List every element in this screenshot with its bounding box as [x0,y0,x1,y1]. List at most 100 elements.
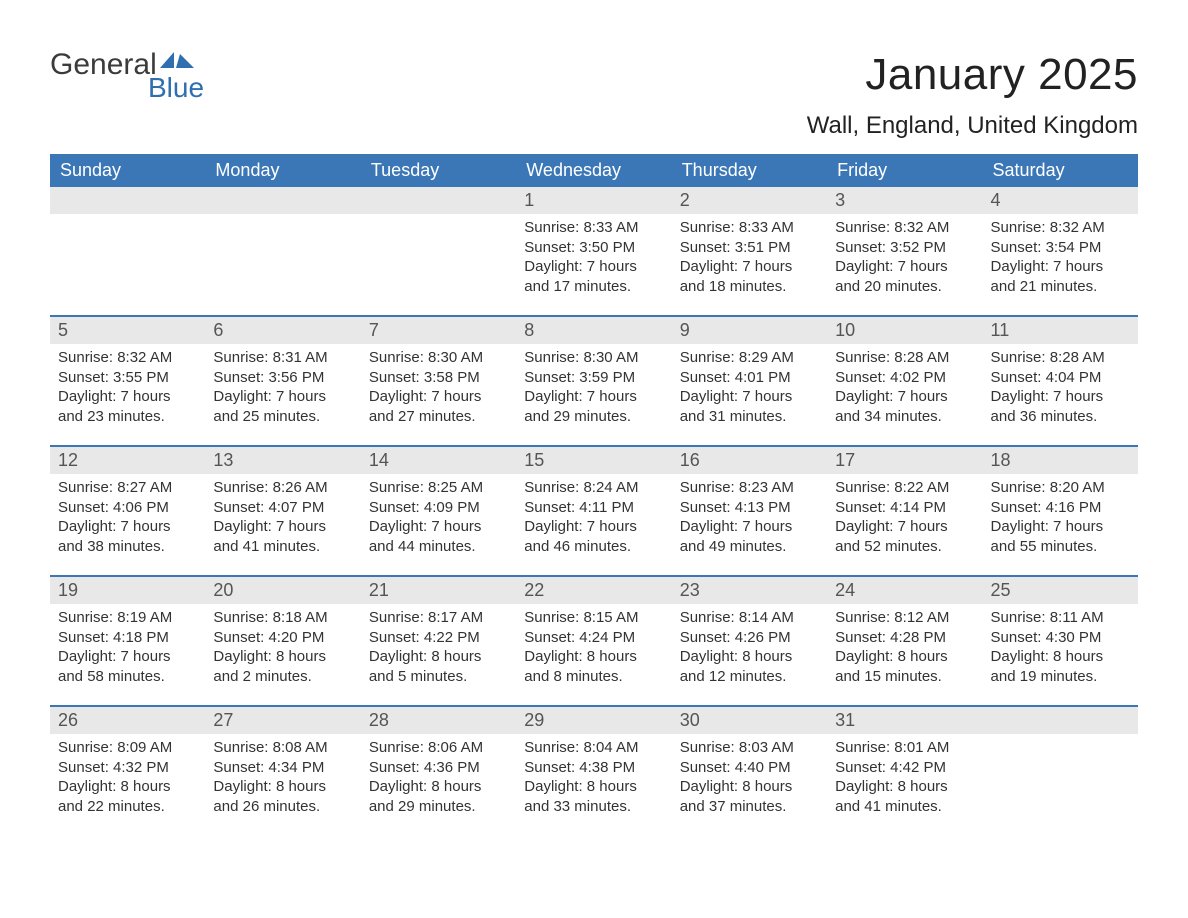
day-number: 18 [983,447,1138,474]
weekday-header: Thursday [672,154,827,187]
day-number: 30 [672,707,827,734]
day-body: Sunrise: 8:20 AMSunset: 4:16 PMDaylight:… [983,474,1138,564]
day-number: 31 [827,707,982,734]
day-number: 7 [361,317,516,344]
day-number: 8 [516,317,671,344]
calendar-day: 14Sunrise: 8:25 AMSunset: 4:09 PMDayligh… [361,447,516,575]
calendar-day: 5Sunrise: 8:32 AMSunset: 3:55 PMDaylight… [50,317,205,445]
day-body: Sunrise: 8:17 AMSunset: 4:22 PMDaylight:… [361,604,516,694]
day-body: Sunrise: 8:23 AMSunset: 4:13 PMDaylight:… [672,474,827,564]
day-body: Sunrise: 8:28 AMSunset: 4:02 PMDaylight:… [827,344,982,434]
day-number [361,187,516,214]
calendar-week: 26Sunrise: 8:09 AMSunset: 4:32 PMDayligh… [50,705,1138,835]
day-body: Sunrise: 8:29 AMSunset: 4:01 PMDaylight:… [672,344,827,434]
calendar-day-empty [205,187,360,315]
day-body: Sunrise: 8:08 AMSunset: 4:34 PMDaylight:… [205,734,360,824]
day-number: 1 [516,187,671,214]
day-body: Sunrise: 8:31 AMSunset: 3:56 PMDaylight:… [205,344,360,434]
day-body [205,214,360,226]
day-body: Sunrise: 8:24 AMSunset: 4:11 PMDaylight:… [516,474,671,564]
calendar-day: 10Sunrise: 8:28 AMSunset: 4:02 PMDayligh… [827,317,982,445]
day-body: Sunrise: 8:32 AMSunset: 3:52 PMDaylight:… [827,214,982,304]
day-body: Sunrise: 8:11 AMSunset: 4:30 PMDaylight:… [983,604,1138,694]
calendar-day: 8Sunrise: 8:30 AMSunset: 3:59 PMDaylight… [516,317,671,445]
month-title: January 2025 [865,50,1138,100]
calendar-day: 20Sunrise: 8:18 AMSunset: 4:20 PMDayligh… [205,577,360,705]
calendar-day-empty [361,187,516,315]
weekday-header-row: SundayMondayTuesdayWednesdayThursdayFrid… [50,154,1138,187]
calendar-day: 17Sunrise: 8:22 AMSunset: 4:14 PMDayligh… [827,447,982,575]
calendar-day: 25Sunrise: 8:11 AMSunset: 4:30 PMDayligh… [983,577,1138,705]
day-body [983,734,1138,746]
day-body: Sunrise: 8:15 AMSunset: 4:24 PMDaylight:… [516,604,671,694]
calendar: SundayMondayTuesdayWednesdayThursdayFrid… [50,154,1138,835]
calendar-week: 5Sunrise: 8:32 AMSunset: 3:55 PMDaylight… [50,315,1138,445]
calendar-day: 18Sunrise: 8:20 AMSunset: 4:16 PMDayligh… [983,447,1138,575]
day-number: 9 [672,317,827,344]
day-body: Sunrise: 8:01 AMSunset: 4:42 PMDaylight:… [827,734,982,824]
weekday-header: Wednesday [516,154,671,187]
calendar-day: 7Sunrise: 8:30 AMSunset: 3:58 PMDaylight… [361,317,516,445]
calendar-day: 31Sunrise: 8:01 AMSunset: 4:42 PMDayligh… [827,707,982,835]
day-body: Sunrise: 8:06 AMSunset: 4:36 PMDaylight:… [361,734,516,824]
day-body: Sunrise: 8:27 AMSunset: 4:06 PMDaylight:… [50,474,205,564]
calendar-day: 28Sunrise: 8:06 AMSunset: 4:36 PMDayligh… [361,707,516,835]
logo-text-general: General [50,50,157,80]
calendar-day-empty [983,707,1138,835]
day-number: 12 [50,447,205,474]
calendar-day: 26Sunrise: 8:09 AMSunset: 4:32 PMDayligh… [50,707,205,835]
day-number: 26 [50,707,205,734]
calendar-day: 19Sunrise: 8:19 AMSunset: 4:18 PMDayligh… [50,577,205,705]
day-number: 14 [361,447,516,474]
calendar-day: 21Sunrise: 8:17 AMSunset: 4:22 PMDayligh… [361,577,516,705]
day-number [983,707,1138,734]
calendar-week: 12Sunrise: 8:27 AMSunset: 4:06 PMDayligh… [50,445,1138,575]
day-number: 5 [50,317,205,344]
day-number: 24 [827,577,982,604]
day-body: Sunrise: 8:25 AMSunset: 4:09 PMDaylight:… [361,474,516,564]
day-number [205,187,360,214]
day-body: Sunrise: 8:14 AMSunset: 4:26 PMDaylight:… [672,604,827,694]
calendar-day: 13Sunrise: 8:26 AMSunset: 4:07 PMDayligh… [205,447,360,575]
day-number: 23 [672,577,827,604]
calendar-day: 15Sunrise: 8:24 AMSunset: 4:11 PMDayligh… [516,447,671,575]
calendar-week: 1Sunrise: 8:33 AMSunset: 3:50 PMDaylight… [50,187,1138,315]
day-number: 21 [361,577,516,604]
calendar-day: 4Sunrise: 8:32 AMSunset: 3:54 PMDaylight… [983,187,1138,315]
calendar-day: 27Sunrise: 8:08 AMSunset: 4:34 PMDayligh… [205,707,360,835]
weekday-header: Sunday [50,154,205,187]
calendar-day: 1Sunrise: 8:33 AMSunset: 3:50 PMDaylight… [516,187,671,315]
day-number: 3 [827,187,982,214]
day-number: 25 [983,577,1138,604]
day-body: Sunrise: 8:19 AMSunset: 4:18 PMDaylight:… [50,604,205,694]
day-number: 15 [516,447,671,474]
day-body: Sunrise: 8:33 AMSunset: 3:51 PMDaylight:… [672,214,827,304]
day-number: 27 [205,707,360,734]
calendar-day: 23Sunrise: 8:14 AMSunset: 4:26 PMDayligh… [672,577,827,705]
day-number: 17 [827,447,982,474]
calendar-day: 6Sunrise: 8:31 AMSunset: 3:56 PMDaylight… [205,317,360,445]
day-body: Sunrise: 8:32 AMSunset: 3:55 PMDaylight:… [50,344,205,434]
day-body: Sunrise: 8:22 AMSunset: 4:14 PMDaylight:… [827,474,982,564]
day-body: Sunrise: 8:33 AMSunset: 3:50 PMDaylight:… [516,214,671,304]
calendar-day: 29Sunrise: 8:04 AMSunset: 4:38 PMDayligh… [516,707,671,835]
calendar-day: 24Sunrise: 8:12 AMSunset: 4:28 PMDayligh… [827,577,982,705]
day-number: 20 [205,577,360,604]
day-number: 16 [672,447,827,474]
logo: General Blue [50,50,204,102]
calendar-day: 12Sunrise: 8:27 AMSunset: 4:06 PMDayligh… [50,447,205,575]
day-number: 28 [361,707,516,734]
calendar-day: 2Sunrise: 8:33 AMSunset: 3:51 PMDaylight… [672,187,827,315]
day-body [361,214,516,226]
weekday-header: Friday [827,154,982,187]
day-body: Sunrise: 8:26 AMSunset: 4:07 PMDaylight:… [205,474,360,564]
day-number: 29 [516,707,671,734]
calendar-week: 19Sunrise: 8:19 AMSunset: 4:18 PMDayligh… [50,575,1138,705]
calendar-day: 16Sunrise: 8:23 AMSunset: 4:13 PMDayligh… [672,447,827,575]
day-body: Sunrise: 8:30 AMSunset: 3:59 PMDaylight:… [516,344,671,434]
calendar-day: 30Sunrise: 8:03 AMSunset: 4:40 PMDayligh… [672,707,827,835]
day-number: 19 [50,577,205,604]
calendar-day: 3Sunrise: 8:32 AMSunset: 3:52 PMDaylight… [827,187,982,315]
day-body: Sunrise: 8:28 AMSunset: 4:04 PMDaylight:… [983,344,1138,434]
day-number: 6 [205,317,360,344]
